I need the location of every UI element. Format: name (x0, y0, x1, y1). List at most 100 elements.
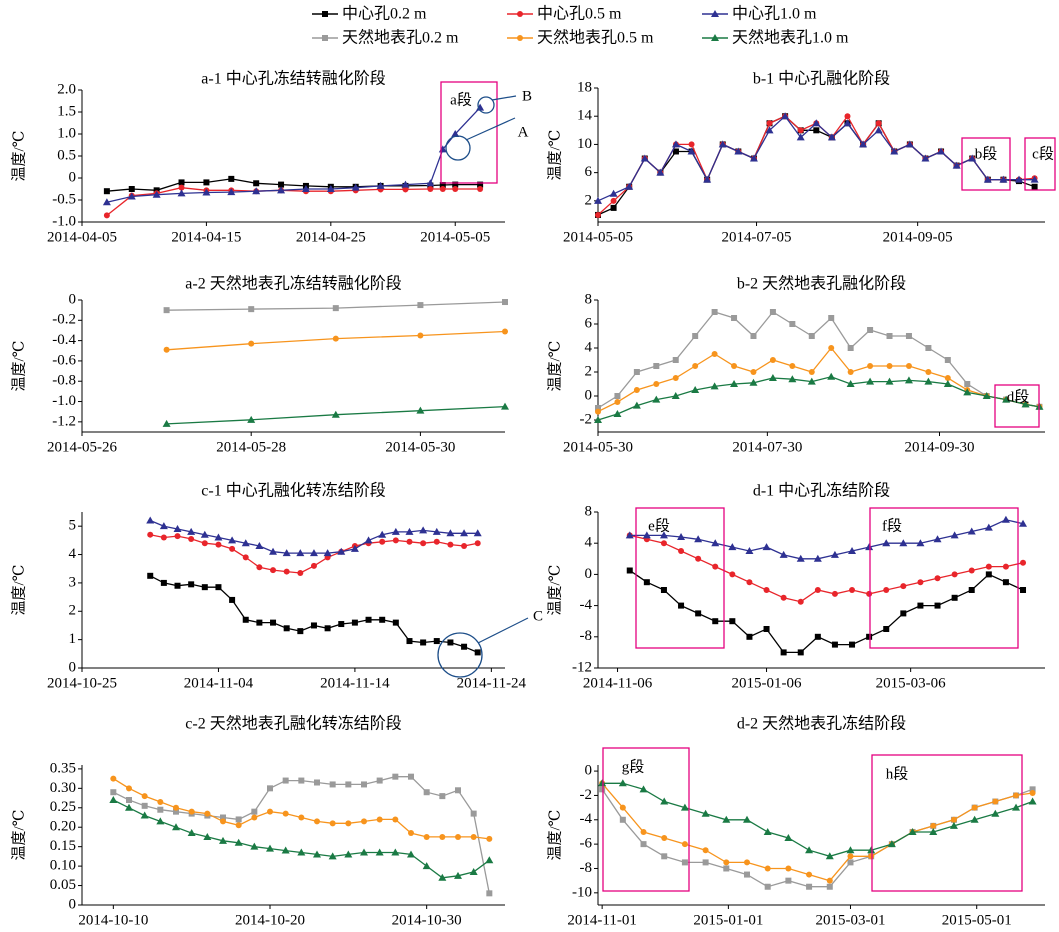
y-tick-label: -0.6 (52, 352, 76, 368)
marker (364, 536, 373, 544)
marker (1002, 579, 1009, 586)
x-tick-label: 2014-11-04 (184, 675, 254, 691)
marker (517, 11, 523, 17)
marker (826, 877, 833, 884)
marker (405, 527, 414, 535)
marker (808, 333, 815, 339)
marker (866, 377, 875, 385)
marker (866, 590, 873, 597)
y-tick-label: 1.0 (57, 125, 76, 141)
marker (361, 781, 367, 788)
marker (899, 539, 908, 547)
marker (640, 154, 649, 162)
marker (722, 815, 731, 823)
marker (278, 181, 285, 188)
y-tick-label: -0.2 (52, 312, 76, 328)
y-tick-label: 2.0 (57, 81, 76, 97)
marker (474, 540, 481, 547)
marker (215, 584, 222, 591)
annotation-label: f段 (882, 517, 902, 534)
marker (433, 638, 440, 645)
panel-title: d-2 天然地表孔冻结阶段 (737, 715, 906, 733)
marker (883, 587, 890, 593)
y-tick-label: 0.30 (50, 780, 76, 796)
marker (718, 140, 727, 148)
series-line (149, 519, 478, 554)
marker (420, 639, 427, 646)
marker (173, 808, 179, 815)
marker (455, 833, 461, 840)
x-tick-label: 2015-03-01 (815, 912, 885, 928)
marker (626, 567, 633, 574)
marker (215, 541, 222, 548)
marker (970, 815, 979, 823)
annotation-label: B (522, 88, 532, 104)
y-tick-label: -2 (580, 411, 593, 427)
marker (691, 386, 700, 393)
y-tick-label: 0 (69, 659, 77, 675)
marker (159, 522, 168, 530)
marker (867, 846, 876, 854)
marker (256, 564, 263, 571)
marker (1013, 792, 1020, 799)
marker (659, 531, 668, 539)
y-tick-label: 4 (585, 339, 593, 355)
y-tick-label: 6 (585, 315, 593, 331)
series-line (112, 778, 490, 840)
marker (455, 787, 461, 794)
annotation-box (440, 81, 498, 184)
marker (401, 180, 410, 188)
y-tick-label: -10 (572, 884, 592, 900)
marker (485, 856, 494, 864)
marker (905, 363, 912, 369)
marker (595, 408, 601, 415)
y-axis-label: 温度/℃ (546, 810, 563, 861)
annotation-leader (465, 117, 516, 141)
x-tick-label: 2014-05-30 (563, 439, 633, 455)
annotation-label: b段 (975, 145, 998, 162)
series-line (113, 799, 490, 879)
marker (270, 619, 277, 626)
annotation-box (961, 137, 1011, 191)
marker (283, 625, 290, 632)
marker (734, 147, 743, 155)
x-tick-label: 2014-10-25 (47, 675, 117, 691)
marker (310, 562, 317, 569)
marker (188, 535, 195, 542)
x-tick-label: 2014-11-14 (320, 675, 390, 691)
marker (797, 598, 804, 605)
annotation-box (602, 747, 690, 892)
series-line (597, 376, 1040, 421)
marker (692, 333, 699, 339)
marker (125, 803, 133, 811)
marker (502, 328, 508, 335)
marker (486, 890, 493, 897)
marker (439, 833, 446, 840)
marker (313, 850, 321, 858)
marker (460, 529, 469, 537)
marker (805, 846, 814, 854)
marker (446, 529, 455, 537)
legend-label: 中心孔0.2 m (342, 5, 427, 23)
marker (1012, 803, 1021, 811)
marker (296, 549, 305, 557)
marker (885, 377, 894, 385)
marker (204, 810, 211, 817)
marker (692, 363, 699, 369)
marker (640, 841, 647, 848)
marker (332, 305, 339, 312)
marker (728, 543, 737, 551)
marker (917, 602, 924, 609)
marker (681, 841, 688, 848)
marker (350, 544, 359, 552)
x-tick-label: 2014-10-10 (78, 912, 148, 928)
y-axis-label: 温度/℃ (10, 341, 27, 392)
marker (671, 140, 680, 148)
y-tick-label: -8 (580, 860, 593, 876)
legend-label: 天然地表孔1.0 m (732, 29, 849, 47)
marker (502, 299, 508, 306)
marker (187, 527, 196, 535)
panel-title: d-1 中心孔冻结阶段 (753, 482, 890, 500)
marker (865, 543, 874, 551)
